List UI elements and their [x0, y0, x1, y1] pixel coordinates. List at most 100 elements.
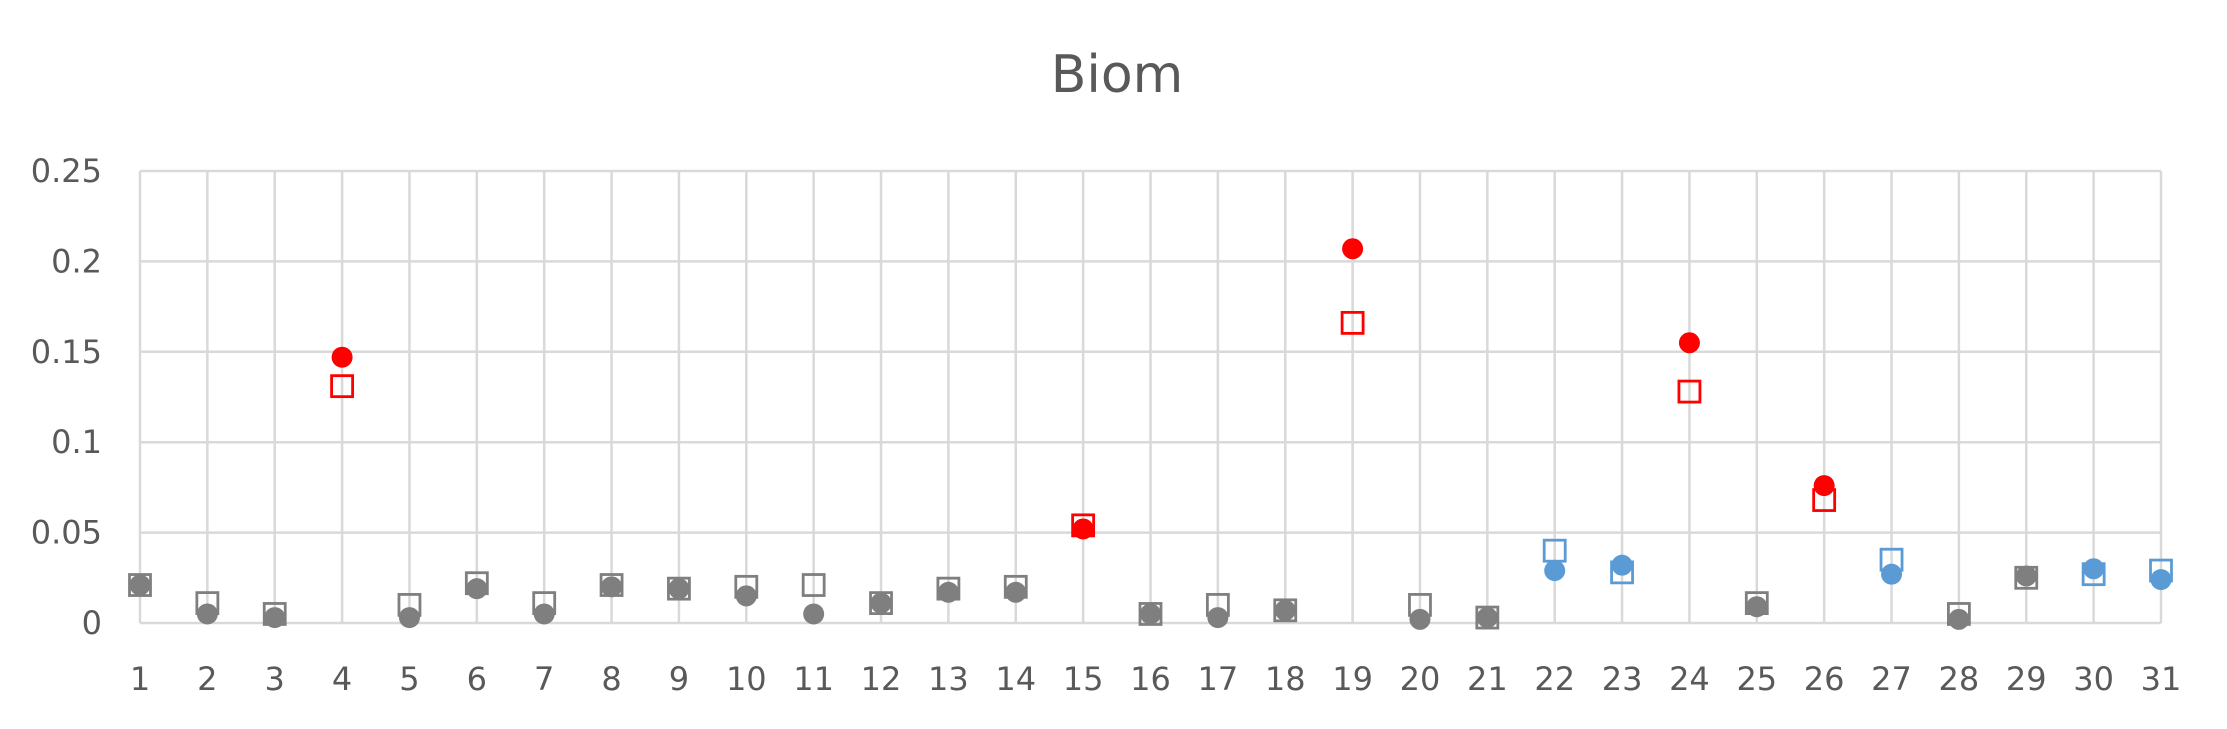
data-point-circle: [1274, 599, 1296, 621]
x-tick-label: 14: [995, 660, 1036, 698]
x-tick-label: 5: [399, 660, 419, 698]
data-point-circle: [398, 607, 420, 629]
data-point-circle: [735, 585, 757, 607]
data-point-square: [1947, 602, 1971, 626]
x-tick-label: 17: [1198, 660, 1239, 698]
data-point-square: [599, 573, 624, 597]
data-point-square: [1205, 593, 1230, 617]
x-tick-label: 7: [534, 660, 554, 698]
data-point-circle: [1881, 563, 1903, 585]
y-tick-label: 0.1: [51, 423, 102, 461]
data-point-square: [1003, 574, 1028, 599]
data-point-square: [936, 576, 961, 601]
x-tick-label: 2: [197, 660, 217, 698]
x-tick-label: 19: [1332, 660, 1373, 698]
data-point-square: [1340, 310, 1365, 335]
data-point-circle: [668, 578, 690, 600]
x-tick-label: 20: [1400, 660, 1441, 698]
x-tick-label: 8: [601, 660, 621, 698]
x-tick-label: 24: [1669, 660, 1710, 698]
data-point-square: [1071, 513, 1096, 538]
y-axis: 0 0.05 0.1 0.15 0.2 0.25: [31, 152, 102, 642]
y-tick-label: 0.05: [31, 514, 102, 552]
data-point-square: [1408, 593, 1432, 617]
x-tick-label: 25: [1736, 660, 1777, 698]
data-point-square: [1475, 605, 1500, 630]
data-point-circle: [937, 581, 959, 603]
data-point-circle: [803, 603, 825, 625]
data-point-square: [1542, 538, 1567, 563]
data-point-circle: [601, 576, 623, 598]
x-tick-label: 26: [1804, 660, 1845, 698]
data-point-circle: [129, 574, 151, 596]
x-tick-label: 29: [2006, 660, 2047, 698]
data-point-circle: [1207, 607, 1229, 629]
x-axis: 1 2 3 4 5 6 7 8 9 10 11 12 13 14 15 16 17 18 19 20 21 22 23 24 2…: [130, 660, 2182, 698]
data-point-circle: [331, 346, 353, 368]
data-point-square: [1610, 560, 1634, 585]
x-tick-label: 12: [861, 660, 902, 698]
data-point-square: [869, 591, 893, 616]
data-point-circle: [1948, 608, 1970, 630]
chart-title: Biom: [1051, 45, 1184, 105]
x-tick-label: 28: [1939, 660, 1980, 698]
data-point-square: [1744, 591, 1769, 616]
data-point-square: [1677, 379, 1702, 404]
data-point-circle: [2083, 558, 2105, 580]
y-tick-label: 0.15: [31, 333, 102, 371]
x-tick-label: 27: [1871, 660, 1912, 698]
data-point-circle: [1813, 475, 1835, 497]
x-tick-label: 13: [928, 660, 969, 698]
data-point-square: [2014, 565, 2039, 590]
x-tick-label: 23: [1602, 660, 1643, 698]
x-tick-label: 22: [1534, 660, 1575, 698]
data-point-circle: [1342, 238, 1364, 260]
data-point-square: [532, 591, 557, 616]
data-point-circle: [1476, 607, 1498, 629]
data-point-circle: [2150, 569, 2172, 591]
data-marks: [128, 238, 2173, 630]
data-point-circle: [1140, 603, 1161, 625]
x-tick-label: 9: [669, 660, 689, 698]
y-tick-label: 0: [82, 604, 102, 642]
data-point-circle: [264, 607, 286, 629]
data-point-circle: [466, 578, 488, 600]
data-point-square: [464, 571, 489, 596]
data-point-circle: [1072, 518, 1094, 540]
data-point-square: [128, 573, 152, 597]
x-tick-label: 15: [1063, 660, 1104, 698]
x-tick-label: 31: [2141, 660, 2182, 698]
data-point-square: [1273, 598, 1298, 623]
data-point-square: [2149, 558, 2173, 583]
y-tick-label: 0.2: [51, 242, 102, 280]
x-tick-label: 16: [1130, 660, 1171, 698]
data-point-square: [734, 574, 759, 599]
grid: [138, 169, 2163, 625]
x-tick-label: 6: [467, 660, 487, 698]
x-tick-label: 4: [332, 660, 352, 698]
x-tick-label: 10: [726, 660, 767, 698]
data-point-circle: [1544, 560, 1566, 582]
data-point-circle: [1746, 596, 1768, 618]
x-tick-label: 18: [1265, 660, 1306, 698]
data-point-square: [667, 576, 691, 601]
data-point-square: [801, 573, 826, 597]
x-tick-label: 3: [265, 660, 285, 698]
data-point-square: [1879, 547, 1904, 572]
data-point-circle: [1678, 332, 1700, 354]
x-tick-label: 30: [2073, 660, 2114, 698]
x-tick-label: 21: [1467, 660, 1508, 698]
data-point-square: [2081, 562, 2106, 587]
data-point-square: [330, 374, 355, 399]
x-tick-label: 1: [130, 660, 150, 698]
data-point-circle: [1005, 581, 1027, 603]
data-point-square: [1812, 488, 1837, 512]
data-point-circle: [1611, 554, 1633, 576]
data-point-square: [195, 591, 220, 616]
data-point-square: [1138, 602, 1163, 626]
data-point-circle: [2015, 565, 2037, 587]
data-point-circle: [1409, 608, 1431, 630]
data-point-square: [262, 602, 287, 626]
data-point-circle: [870, 592, 892, 614]
